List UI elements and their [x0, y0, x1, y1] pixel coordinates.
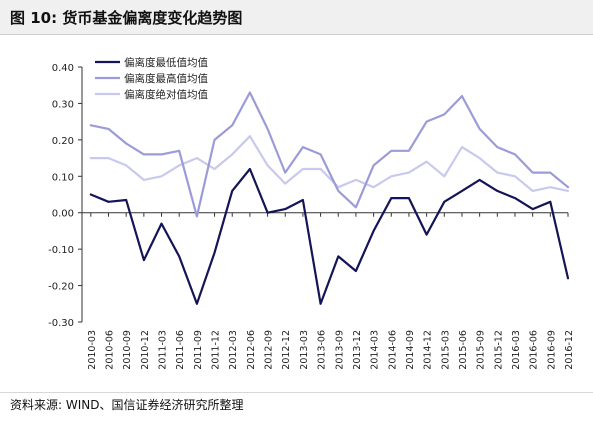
x-tick-label: 2012-03 — [228, 330, 239, 370]
x-tick-label: 2016-06 — [529, 330, 540, 370]
x-tick-label: 2014-09 — [405, 330, 416, 370]
y-tick-label: 0.30 — [52, 99, 74, 110]
x-tick-label: 2013-06 — [317, 330, 328, 370]
x-tick-label: 2014-12 — [423, 330, 434, 370]
axes: -0.30 -0.20 -0.10 0.00 0.10 0.20 0.30 0.40 2010-… — [48, 63, 575, 370]
x-tick-label: 2014-03 — [370, 330, 381, 370]
series-line — [89, 167, 570, 305]
x-tick-label: 2015-12 — [493, 330, 504, 370]
divider — [0, 392, 593, 393]
x-tick-label: 2010-09 — [122, 330, 133, 370]
legend-label: 偏离度最高值均值 — [124, 72, 208, 85]
x-tick-label: 2015-03 — [440, 330, 451, 370]
y-tick-label: -0.20 — [48, 282, 74, 293]
y-tick-label: 0.40 — [52, 63, 74, 74]
y-tick-label: 0.00 — [52, 209, 74, 220]
x-tick-label: 2010-03 — [87, 330, 98, 370]
x-tick-label: 2011-09 — [193, 330, 204, 370]
series-line — [89, 91, 570, 218]
x-tick-label: 2014-06 — [387, 330, 398, 370]
x-tick-label: 2013-09 — [334, 330, 345, 370]
x-tick-label: 2012-06 — [246, 330, 257, 370]
x-tick-label: 2010-06 — [105, 330, 116, 370]
series-line — [89, 135, 570, 192]
x-tick-label: 2015-06 — [458, 330, 469, 370]
series-layer — [89, 91, 570, 305]
x-tick-label: 2016-12 — [564, 330, 575, 370]
legend-label: 偏离度绝对值均值 — [124, 88, 208, 101]
x-tick-label: 2012-09 — [264, 330, 275, 370]
x-tick-label: 2011-03 — [158, 330, 169, 370]
y-tick-label: -0.10 — [48, 245, 74, 256]
title-bar: 图 10: 货币基金偏离度变化趋势图 — [0, 0, 593, 35]
x-tick-label: 2011-06 — [175, 330, 186, 370]
figure-title: 图 10: 货币基金偏离度变化趋势图 — [10, 9, 243, 27]
x-tick-label: 2013-12 — [352, 330, 363, 370]
legend-label: 偏离度最低值均值 — [124, 56, 208, 69]
x-tick-label: 2013-03 — [299, 330, 310, 370]
x-tick-label: 2010-12 — [140, 330, 151, 370]
x-tick-label: 2016-09 — [546, 330, 557, 370]
x-tick-label: 2011-12 — [211, 330, 222, 370]
line-chart: -0.30 -0.20 -0.10 0.00 0.10 0.20 0.30 0.40 2010-… — [48, 56, 575, 370]
y-tick-label: -0.30 — [48, 318, 74, 329]
x-tick-label: 2015-09 — [476, 330, 487, 370]
y-tick-label: 0.20 — [52, 136, 74, 147]
x-tick-label: 2016-03 — [511, 330, 522, 370]
y-tick-label: 0.10 — [52, 172, 74, 183]
source-note: 资料来源: WIND、国信证券经济研究所整理 — [10, 398, 244, 412]
x-tick-label: 2012-12 — [281, 330, 292, 370]
